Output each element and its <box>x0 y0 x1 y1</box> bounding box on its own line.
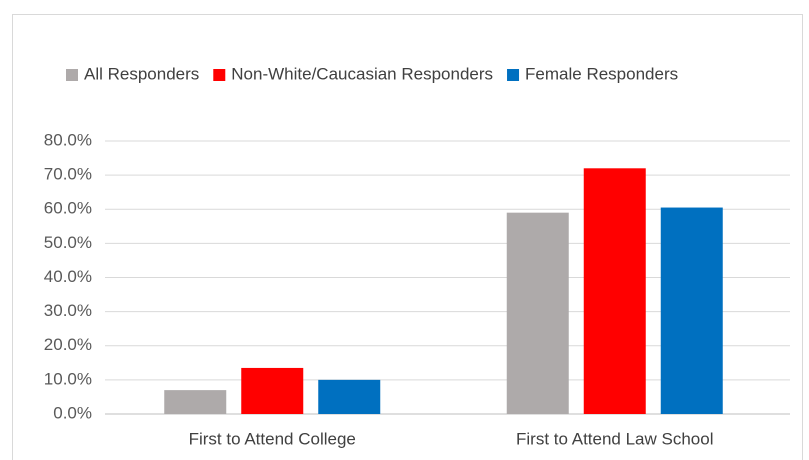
y-tick-label: 30.0% <box>44 301 92 320</box>
legend-label: Non-White/Caucasian Responders <box>231 64 493 83</box>
y-tick-label: 70.0% <box>44 165 92 184</box>
legend-swatch <box>213 69 226 81</box>
y-tick-label: 20.0% <box>44 335 92 354</box>
y-tick-label: 10.0% <box>44 369 92 388</box>
legend-swatch <box>66 69 78 81</box>
x-tick-label: First to Attend Law School <box>516 429 714 448</box>
y-tick-label: 0.0% <box>53 403 92 422</box>
legend-label: All Responders <box>84 64 199 83</box>
legend-swatch <box>507 69 520 81</box>
bar <box>241 367 304 414</box>
bar <box>164 390 227 414</box>
bar <box>318 379 381 414</box>
y-tick-label: 40.0% <box>44 267 92 286</box>
legend-label: Female Responders <box>525 64 678 83</box>
bar <box>506 212 569 414</box>
x-tick-label: First to Attend College <box>189 429 356 448</box>
y-tick-label: 50.0% <box>44 233 92 252</box>
y-tick-label: 80.0% <box>44 130 92 149</box>
bar <box>660 207 723 414</box>
y-tick-label: 60.0% <box>44 199 92 218</box>
bar <box>583 168 646 414</box>
